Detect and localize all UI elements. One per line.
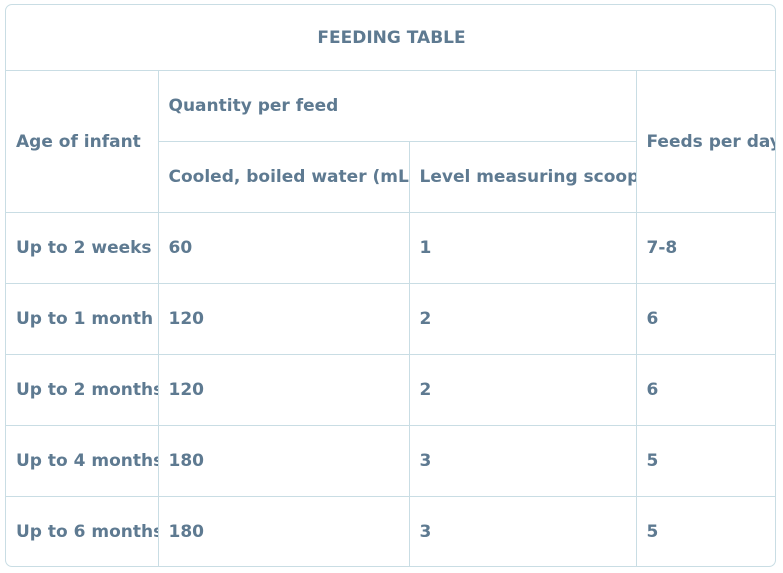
feeding-table-container: FEEDING TABLE Age of infant Quantity per… [5,4,776,567]
cell-feeds: 7-8 [635,212,775,284]
cell-scoops: 2 [408,283,637,355]
feeding-table: FEEDING TABLE Age of infant Quantity per… [6,5,775,566]
cell-scoops: 2 [408,354,637,426]
cell-water: 60 [157,212,410,284]
cell-age: Up to 2 weeks [6,212,159,284]
header-row-2: Cooled, boiled water (mL) Level measurin… [6,141,775,213]
cell-water: 120 [157,354,410,426]
cell-age: Up to 6 months [6,496,159,566]
table-row: Up to 1 month 120 2 6 [6,283,775,355]
table-row: Up to 6 months 180 3 5 [6,496,775,566]
cell-water: 180 [157,425,410,497]
header-row-1: Age of infant Quantity per feed Feeds pe… [6,70,775,213]
cell-water: 180 [157,496,410,566]
header-feeds: Feeds per day [635,70,775,213]
cell-feeds: 6 [635,283,775,355]
cell-scoops: 3 [408,425,637,497]
table-row: Up to 2 months 120 2 6 [6,354,775,426]
table-row: Up to 2 weeks 60 1 7-8 [6,212,775,284]
header-age: Age of infant [6,70,159,213]
cell-water: 120 [157,283,410,355]
cell-age: Up to 1 month [6,283,159,355]
header-scoops: Level measuring scoops [408,141,636,213]
cell-age: Up to 4 months [6,425,159,497]
header-quantity-group: Quantity per feed [157,70,637,142]
table-title: FEEDING TABLE [6,5,775,71]
cell-scoops: 1 [408,212,637,284]
cell-feeds: 6 [635,354,775,426]
cell-age: Up to 2 months [6,354,159,426]
title-row: FEEDING TABLE [6,5,775,71]
cell-scoops: 3 [408,496,637,566]
cell-feeds: 5 [635,496,775,566]
table-row: Up to 4 months 180 3 5 [6,425,775,497]
cell-feeds: 5 [635,425,775,497]
header-water: Cooled, boiled water (mL) [158,141,410,213]
